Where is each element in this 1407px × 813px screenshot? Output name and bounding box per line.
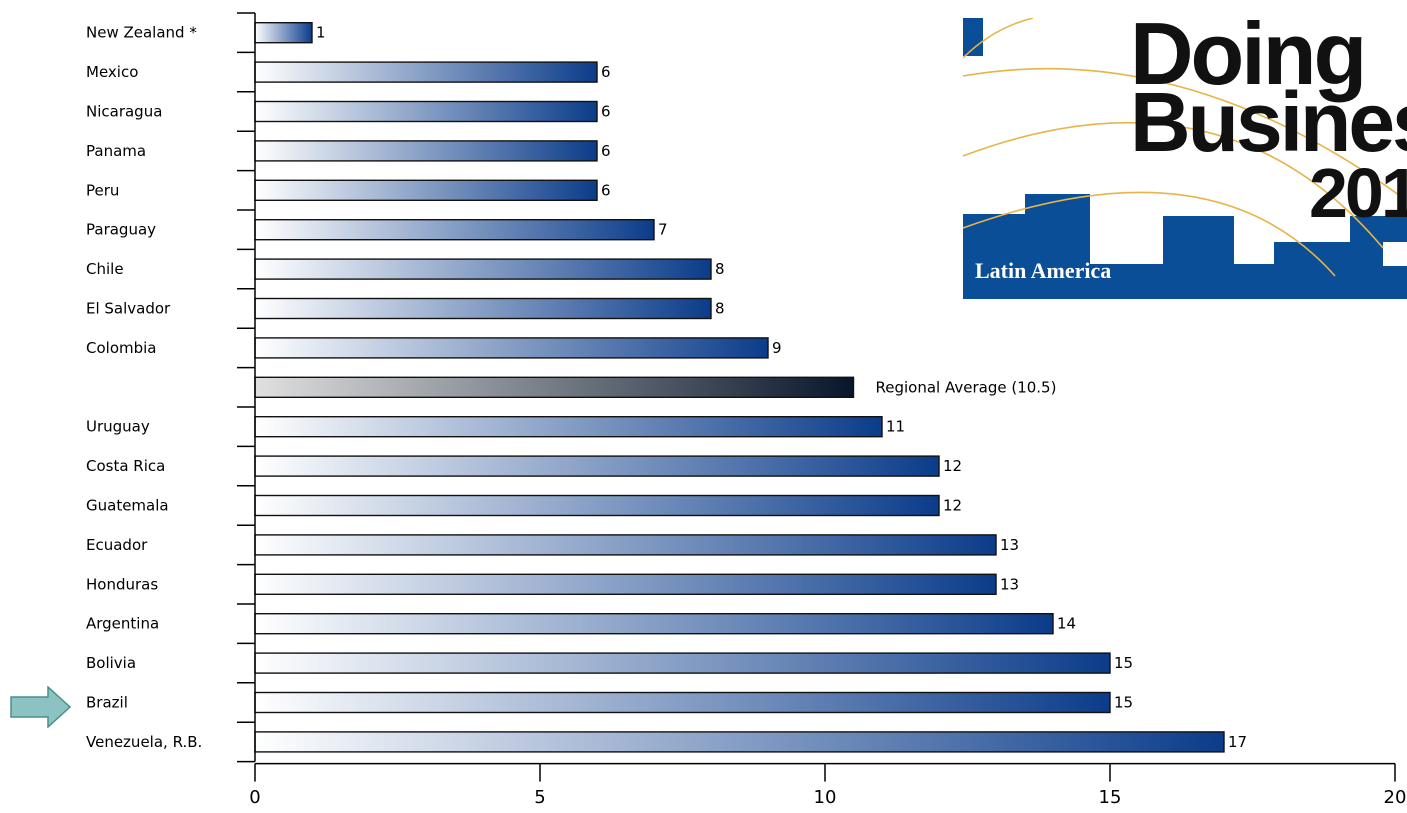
value-label: 13 (1000, 536, 1019, 554)
value-label: 11 (886, 418, 905, 436)
category-label: Ecuador (86, 536, 148, 554)
value-label: 15 (1114, 694, 1133, 712)
category-label: Costa Rica (86, 457, 165, 475)
category-label: El Salvador (86, 300, 171, 318)
bar-costa-rica (254, 455, 940, 477)
category-label: Venezuela, R.B. (86, 733, 202, 751)
category-label: Argentina (86, 615, 159, 633)
value-label: 12 (943, 497, 962, 515)
x-tick-label: 20 (1384, 787, 1407, 808)
bar-el-salvador (254, 297, 712, 320)
bar-uruguay (254, 416, 883, 438)
category-label: Chile (86, 260, 124, 278)
category-label: Bolivia (86, 654, 136, 672)
bar-mexico (254, 61, 598, 83)
bar-panama (254, 140, 598, 162)
bar-paraguay (254, 218, 655, 241)
bar-bolivia (254, 652, 1111, 674)
category-label: Guatemala (86, 497, 169, 515)
value-label: 6 (601, 142, 611, 160)
x-tick-label: 0 (249, 787, 260, 808)
value-label: 6 (601, 63, 611, 81)
x-tick-label: 5 (534, 787, 545, 808)
x-tick-label: 15 (1099, 787, 1122, 808)
value-label: 12 (943, 457, 962, 475)
bar-argentina (254, 613, 1054, 635)
category-label: Nicaragua (86, 103, 162, 121)
value-label: 8 (715, 260, 725, 278)
bar-nicaragua (254, 100, 598, 123)
value-label: 13 (1000, 575, 1019, 593)
bar-guatemala (254, 494, 940, 517)
bar-chile (254, 258, 712, 280)
bar-brazil (254, 691, 1111, 714)
doing-business-logo: Doing Business 201 Latin America (963, 18, 1407, 299)
category-label: New Zealand * (86, 24, 197, 42)
logo-word-business: Business (1130, 75, 1407, 169)
value-label: 8 (715, 300, 725, 318)
category-label: Mexico (86, 63, 138, 81)
value-label: 14 (1057, 615, 1076, 633)
value-label: 17 (1228, 733, 1247, 751)
value-label: 9 (772, 339, 782, 357)
category-label: Peru (86, 181, 119, 199)
bar-colombia (254, 337, 769, 359)
regional-average-label: Regional Average (10.5) (876, 378, 1057, 396)
category-label: Panama (86, 142, 146, 160)
right-arrow-icon (10, 686, 72, 728)
logo-region-label: Latin America (975, 258, 1112, 283)
value-label: 6 (601, 103, 611, 121)
x-tick-label: 10 (814, 787, 837, 808)
logo-background (963, 18, 1407, 299)
bar-peru (254, 179, 598, 202)
category-label: Brazil (86, 694, 128, 712)
logo-word-doing: Doing (1130, 18, 1367, 103)
bar-regional-average (254, 376, 855, 398)
value-label: 7 (658, 221, 668, 239)
bar-ecuador (254, 534, 997, 556)
value-label: 6 (601, 181, 611, 199)
category-label: Paraguay (86, 221, 156, 239)
bar-venezuela-r-b (254, 731, 1225, 753)
category-label: Uruguay (86, 418, 150, 436)
value-label: 1 (316, 24, 326, 42)
bar-honduras (254, 573, 997, 595)
category-label: Honduras (86, 575, 158, 593)
logo-word-year: 201 (1309, 154, 1407, 232)
category-label: Colombia (86, 339, 157, 357)
bar-new-zealand (254, 22, 313, 44)
value-label: 15 (1114, 654, 1133, 672)
